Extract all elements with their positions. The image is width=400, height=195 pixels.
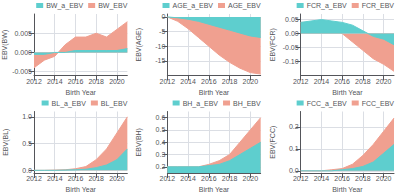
svg-text:0.05: 0.05 — [285, 16, 299, 23]
svg-text:2012: 2012 — [160, 175, 176, 182]
svg-text:2018: 2018 — [355, 78, 371, 85]
svg-text:2014: 2014 — [180, 78, 196, 85]
svg-text:2016: 2016 — [334, 78, 350, 85]
svg-text:2018: 2018 — [222, 175, 238, 182]
svg-text:2020: 2020 — [109, 175, 125, 182]
svg-text:EBV(AGE): EBV(AGE) — [135, 28, 143, 61]
svg-text:FCR_a_EBV: FCR_a_EBV — [307, 2, 347, 10]
svg-text:-0.05: -0.05 — [283, 44, 299, 51]
svg-text:2020: 2020 — [243, 78, 259, 85]
svg-text:EBV(FCC): EBV(FCC) — [269, 126, 277, 159]
svg-text:-5: -5 — [159, 28, 165, 35]
svg-text:2014: 2014 — [314, 78, 330, 85]
svg-text:0: 0 — [161, 13, 165, 20]
svg-text:2012: 2012 — [293, 175, 309, 182]
svg-text:BH_a_EBV: BH_a_EBV — [183, 100, 219, 108]
svg-text:0.0: 0.0 — [22, 167, 32, 174]
svg-text:Birth Year: Birth Year — [65, 89, 96, 96]
svg-text:2012: 2012 — [160, 78, 176, 85]
svg-text:EBV(BW): EBV(BW) — [1, 30, 9, 60]
svg-text:-10: -10 — [155, 43, 165, 50]
svg-text:2012: 2012 — [26, 175, 42, 182]
svg-text:2018: 2018 — [355, 175, 371, 182]
svg-text:2016: 2016 — [68, 78, 84, 85]
svg-text:AGE_a_EBV: AGE_a_EBV — [173, 2, 214, 10]
svg-text:AGE_EBV: AGE_EBV — [228, 2, 261, 10]
svg-text:2016: 2016 — [201, 78, 217, 85]
svg-text:Birth Year: Birth Year — [332, 89, 363, 96]
svg-text:2020: 2020 — [243, 175, 259, 182]
svg-text:2012: 2012 — [26, 78, 42, 85]
svg-text:2020: 2020 — [109, 78, 125, 85]
svg-text:Birth Year: Birth Year — [199, 89, 230, 96]
svg-text:Birth Year: Birth Year — [65, 186, 96, 193]
svg-text:2018: 2018 — [88, 175, 104, 182]
svg-text:1.0: 1.0 — [22, 113, 32, 120]
svg-text:2014: 2014 — [47, 78, 63, 85]
svg-text:2020: 2020 — [376, 175, 392, 182]
svg-text:Birth Year: Birth Year — [332, 186, 363, 193]
svg-text:2016: 2016 — [334, 175, 350, 182]
svg-text:0.4: 0.4 — [156, 139, 166, 146]
svg-text:BW_a_EBV: BW_a_EBV — [46, 2, 83, 10]
svg-text:0.00: 0.00 — [285, 30, 299, 37]
svg-text:2014: 2014 — [47, 175, 63, 182]
svg-text:FCC_EBV: FCC_EBV — [362, 100, 395, 108]
svg-text:0.2: 0.2 — [156, 163, 166, 170]
svg-text:EBV(BL): EBV(BL) — [2, 129, 10, 156]
svg-text:2018: 2018 — [88, 78, 104, 85]
svg-text:2016: 2016 — [68, 175, 84, 182]
svg-text:Birth Year: Birth Year — [199, 186, 230, 193]
svg-text:0.1: 0.1 — [289, 145, 299, 152]
svg-text:2014: 2014 — [180, 175, 196, 182]
svg-text:BL_EBV: BL_EBV — [101, 100, 128, 108]
svg-text:2012: 2012 — [293, 78, 309, 85]
svg-text:2016: 2016 — [201, 175, 217, 182]
svg-text:0.5: 0.5 — [22, 140, 32, 147]
svg-text:0.0: 0.0 — [289, 167, 299, 174]
svg-text:2020: 2020 — [376, 78, 392, 85]
svg-text:-15: -15 — [155, 57, 165, 64]
svg-text:BH_EBV: BH_EBV — [233, 100, 261, 108]
svg-text:FCC_a_EBV: FCC_a_EBV — [307, 100, 347, 108]
svg-text:FCR_EBV: FCR_EBV — [362, 2, 395, 10]
svg-text:BL_a_EBV: BL_a_EBV — [52, 100, 87, 108]
svg-text:2014: 2014 — [314, 175, 330, 182]
svg-text:0.2: 0.2 — [289, 123, 299, 130]
svg-text:0.3: 0.3 — [156, 151, 166, 158]
svg-text:EBV(BH): EBV(BH) — [135, 128, 143, 156]
svg-text:2018: 2018 — [222, 78, 238, 85]
svg-text:0.005: 0.005 — [14, 30, 32, 37]
svg-text:0.5: 0.5 — [156, 126, 166, 133]
svg-text:0.6: 0.6 — [156, 114, 166, 121]
svg-text:BW_EBV: BW_EBV — [98, 2, 128, 10]
svg-text:0.000: 0.000 — [14, 49, 32, 56]
svg-text:-0.10: -0.10 — [283, 58, 299, 65]
svg-text:-0.005: -0.005 — [12, 68, 32, 75]
svg-text:EBV(FCR): EBV(FCR) — [269, 28, 277, 61]
